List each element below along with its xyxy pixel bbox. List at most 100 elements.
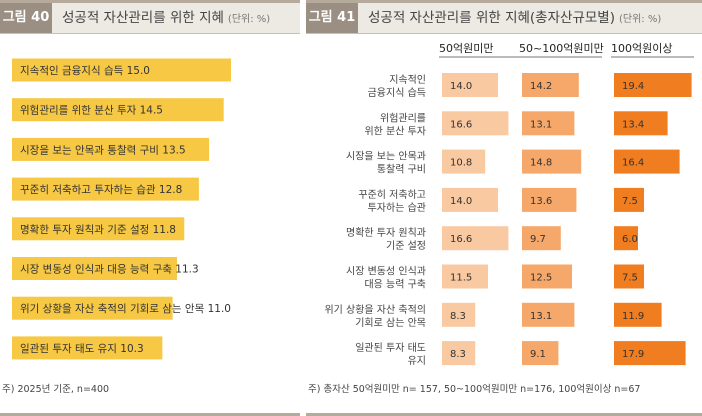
- figure-40-bottom-rule: [0, 413, 300, 416]
- bar: [522, 111, 575, 136]
- bar: [442, 149, 486, 174]
- category-label: 위기 상황을 자산 축적의: [324, 303, 426, 316]
- bar-value: 7.5: [622, 196, 638, 207]
- bar-label: 명확한 투자 원칙과 기준 설정 11.8: [20, 223, 176, 236]
- bar: [614, 226, 638, 251]
- bar-label: 지속적인 금융지식 습득 15.0: [20, 65, 150, 77]
- figure-41-label: 그림 41: [306, 3, 358, 33]
- bar: [442, 111, 509, 136]
- bar-value: 16.6: [450, 119, 472, 130]
- category-label: 통찰력 구비: [377, 164, 426, 176]
- bar-value: 13.4: [622, 119, 644, 130]
- series-header: 100억원이상: [611, 42, 672, 55]
- bar-value: 13.1: [530, 119, 552, 130]
- bar-value: 10.8: [450, 158, 472, 169]
- bar-value: 12.5: [530, 273, 552, 284]
- bar-label: 시장 변동성 인식과 대응 능력 구축 11.3: [20, 264, 199, 276]
- bar: [522, 226, 561, 251]
- figure-40-bar-chart: 지속적인 금융지식 습득 15.0 위험관리를 위한 분산 투자 14.5 시장을 …: [12, 58, 231, 360]
- bar-value: 9.1: [530, 349, 546, 360]
- bar: [522, 302, 575, 327]
- series-header: 50~100억원미만: [519, 42, 604, 55]
- category-label: 유지: [408, 355, 426, 367]
- bar: [442, 226, 509, 251]
- bar-value: 19.4: [622, 81, 644, 92]
- bar: [522, 73, 579, 97]
- bar: [522, 149, 582, 174]
- bar: [442, 264, 488, 289]
- bar: [522, 264, 572, 289]
- bar-value: 8.3: [450, 311, 466, 322]
- category-label: 투자하는 습관: [368, 201, 426, 214]
- bar-label: 꾸준히 저축하고 투자하는 습관 12.8: [20, 183, 182, 196]
- bar: [614, 341, 686, 366]
- bar-value: 9.7: [530, 234, 546, 245]
- category-label: 금융지식 습득: [368, 87, 426, 99]
- figure-41-title-text: 성공적 자산관리를 위한 지혜(총자산규모별): [368, 10, 615, 26]
- bar-label: 위기 상황을 자산 축적의 기회로 삼는 안목 11.0: [20, 302, 231, 315]
- bar-value: 8.3: [450, 349, 466, 360]
- bar-value: 11.5: [450, 273, 472, 284]
- bar: [614, 187, 644, 212]
- figure-40-note: 주) 2025년 기준, n=400: [2, 384, 110, 395]
- bar-label: 시장을 보는 안목과 통찰력 구비 13.5: [20, 144, 186, 156]
- bar: [614, 73, 692, 97]
- figure-41: 그림 41 성공적 자산관리를 위한 지혜(총자산규모별) (단위: %) 50억…: [306, 0, 702, 416]
- bar: [12, 58, 231, 82]
- bar-value: 11.9: [622, 311, 644, 322]
- bar-value: 13.6: [530, 196, 552, 207]
- figure-41-bottom-rule: [306, 413, 702, 416]
- bar-value: 16.6: [450, 234, 472, 245]
- category-label: 위한 분산 투자: [364, 124, 426, 137]
- category-label: 명확한 투자 원칙과: [346, 227, 426, 239]
- figure-41-unit: (단위: %): [618, 14, 662, 25]
- category-label: 일관된 투자 태도: [355, 342, 426, 354]
- bar: [522, 187, 577, 212]
- bar-label: 위험관리를 위한 분산 투자 14.5: [20, 104, 163, 117]
- bar: [522, 341, 559, 366]
- figure-41-note: 주) 총자산 50억원미만 n= 157, 50~100억원미만 n=176, …: [308, 384, 641, 395]
- bar: [442, 73, 498, 97]
- category-label: 대응 능력 구축: [364, 279, 426, 291]
- bar: [12, 98, 224, 122]
- bar: [442, 302, 476, 327]
- category-label: 시장을 보는 안목과: [346, 151, 426, 163]
- bar-label: 일관된 투자 태도 유지 10.3: [20, 342, 144, 355]
- bar-value: 7.5: [622, 273, 638, 284]
- figure-41-title: 성공적 자산관리를 위한 지혜(총자산규모별) (단위: %): [368, 3, 661, 35]
- bar: [614, 149, 680, 174]
- bar: [12, 296, 173, 320]
- bar: [614, 302, 662, 327]
- bar: [12, 257, 177, 280]
- bar-value: 14.0: [450, 196, 472, 207]
- bar: [614, 264, 644, 289]
- bar: [12, 137, 210, 161]
- bar-value: 16.4: [622, 158, 644, 169]
- bar: [442, 341, 476, 366]
- series-header: 50억원미만: [439, 42, 493, 55]
- bar: [442, 187, 498, 212]
- bar: [12, 217, 185, 241]
- bar-value: 13.1: [530, 311, 552, 322]
- bar-value: 17.9: [622, 349, 644, 360]
- category-label: 지속적인: [389, 74, 426, 86]
- bar: [12, 336, 163, 360]
- category-label: 기준 설정: [386, 240, 426, 252]
- figure-40-title: 성공적 자산관리를 위한 지혜 (단위: %): [62, 3, 270, 35]
- bar-value: 14.8: [530, 158, 552, 169]
- bar-value: 14.2: [530, 81, 552, 92]
- figure-40-title-text: 성공적 자산관리를 위한 지혜: [62, 10, 224, 26]
- bar-value: 14.0: [450, 81, 472, 92]
- category-label: 위험관리를: [380, 111, 426, 124]
- figure-40-unit: (단위: %): [227, 14, 271, 25]
- figure-40: 그림 40 성공적 자산관리를 위한 지혜 (단위: %) 지속적인 금융지식 습…: [0, 0, 300, 416]
- category-label: 시장 변동성 인식과: [346, 266, 426, 278]
- figure-41-title-bar: 그림 41 성공적 자산관리를 위한 지혜(총자산규모별) (단위: %): [306, 0, 702, 34]
- figure-40-label: 그림 40: [0, 3, 52, 33]
- bar-value: 6.0: [622, 234, 638, 245]
- bar: [12, 177, 199, 201]
- figure-40-title-bar: 그림 40 성공적 자산관리를 위한 지혜 (단위: %): [0, 0, 300, 34]
- category-label: 꾸준히 저축하고: [358, 188, 426, 201]
- bar: [614, 111, 668, 136]
